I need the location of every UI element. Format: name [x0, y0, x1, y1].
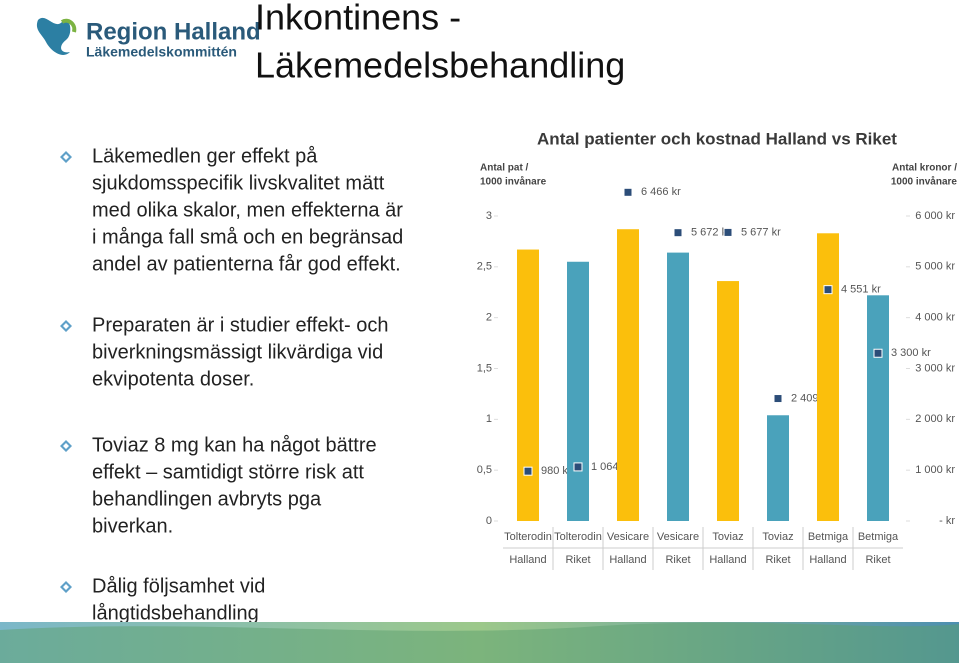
y-tick-label: 2: [486, 312, 492, 324]
cost-marker: [723, 227, 733, 237]
cost-marker: [773, 394, 783, 404]
x-tick-label: Betmiga: [858, 531, 899, 543]
bar: [817, 233, 839, 522]
cost-label: 6 466 kr: [641, 186, 681, 198]
bar: [867, 295, 889, 521]
x-tick-label: Halland: [809, 554, 846, 566]
bullet-icon: [60, 151, 72, 163]
x-tick-label: Riket: [865, 554, 890, 566]
bullet-text: Läkemedlen ger effekt på: [92, 145, 318, 167]
bullet-icon: [60, 440, 72, 452]
y-tick-label: 1,5: [477, 362, 492, 374]
bullet-text: i många fall små och en begränsad: [92, 226, 403, 248]
y-tick-label: 0: [486, 515, 492, 527]
y-tick-label: 3: [486, 210, 492, 222]
bar: [567, 261, 589, 521]
cost-marker: [623, 187, 633, 197]
bullet-text: ekvipotenta doser.: [92, 368, 254, 390]
y2-axis-title: Antal kronor /: [892, 163, 957, 174]
bar: [767, 415, 789, 521]
bullet-text: biverkan.: [92, 515, 173, 537]
logo: Region Halland Läkemedelskommittén: [36, 17, 261, 60]
footer-wave: [0, 622, 959, 663]
x-tick-label: Vesicare: [657, 531, 699, 543]
x-tick-label: Halland: [609, 554, 646, 566]
y2-tick-label: 2 000 kr: [915, 413, 955, 425]
y-axis-title: 1000 invånare: [480, 176, 547, 188]
x-tick-label: Riket: [665, 554, 690, 566]
x-tick-label: Halland: [709, 554, 746, 566]
cost-label: 980 kr: [541, 465, 572, 477]
cost-label: 3 300 kr: [891, 347, 931, 359]
cost-marker: [523, 466, 533, 476]
x-tick-label: Vesicare: [607, 531, 649, 543]
cost-label: 5 672 kr: [691, 227, 731, 239]
bullet-icon: [60, 581, 72, 593]
y2-tick-label: 4 000 kr: [915, 312, 955, 324]
x-tick-label: Toviaz: [712, 531, 743, 543]
y2-tick-label: 5 000 kr: [915, 261, 955, 273]
bullet-text: Toviaz 8 mg kan ha något bättre: [92, 434, 377, 456]
bar: [717, 281, 739, 521]
bullet-text: behandlingen avbryts pga: [92, 488, 322, 510]
y2-tick-label: 6 000 kr: [915, 210, 955, 222]
bullet-icon: [60, 320, 72, 332]
cost-marker: [823, 285, 833, 295]
x-tick-label: Tolterodin: [504, 531, 552, 543]
bullet-text: med olika skalor, men effekterna är: [92, 199, 403, 221]
logo-name: Region Halland: [86, 18, 261, 45]
x-tick-label: Riket: [765, 554, 790, 566]
y-tick-label: 1: [486, 413, 492, 425]
y-tick-label: 2,5: [477, 261, 492, 273]
bar: [617, 229, 639, 521]
bullet-text: Dålig följsamhet vid: [92, 575, 265, 597]
bullet-text: biverkningsmässigt likvärdiga vid: [92, 341, 383, 363]
logo-sub: Läkemedelskommittén: [86, 44, 237, 60]
x-tick-label: Halland: [509, 554, 546, 566]
y2-axis-title: 1000 invånare: [891, 176, 958, 188]
y2-tick-label: - kr: [939, 515, 955, 527]
x-tick-label: Betmiga: [808, 531, 849, 543]
bullet-text: sjukdomsspecifik livskvalitet mätt: [92, 172, 385, 194]
bar: [517, 249, 539, 522]
bar: [667, 252, 689, 521]
chart: Antal patienter och kostnad Halland vs R…: [477, 129, 958, 570]
cost-marker: [673, 228, 683, 238]
bullet-text: effekt – samtidigt större risk att: [92, 461, 364, 483]
bullet-text: andel av patienterna får god effekt.: [92, 253, 401, 275]
x-tick-label: Riket: [565, 554, 590, 566]
cost-marker: [873, 348, 883, 358]
x-tick-label: Tolterodin: [554, 531, 602, 543]
x-tick-label: Toviaz: [762, 531, 793, 543]
title: Inkontinens -: [255, 0, 461, 38]
cost-label: 5 677 kr: [741, 226, 781, 238]
y-axis-title: Antal pat /: [480, 163, 529, 174]
bullet-text: långtidsbehandling: [92, 602, 259, 624]
y-tick-label: 0,5: [477, 464, 492, 476]
cost-label: 4 551 kr: [841, 284, 881, 296]
cost-marker: [573, 462, 583, 472]
title: Läkemedelsbehandling: [255, 45, 625, 86]
chart-title: Antal patienter och kostnad Halland vs R…: [537, 129, 897, 148]
y2-tick-label: 3 000 kr: [915, 362, 955, 374]
y2-tick-label: 1 000 kr: [915, 464, 955, 476]
bullets: Läkemedlen ger effekt på sjukdomsspecifik…: [60, 145, 403, 624]
bullet-text: Preparaten är i studier effekt- och: [92, 314, 388, 336]
